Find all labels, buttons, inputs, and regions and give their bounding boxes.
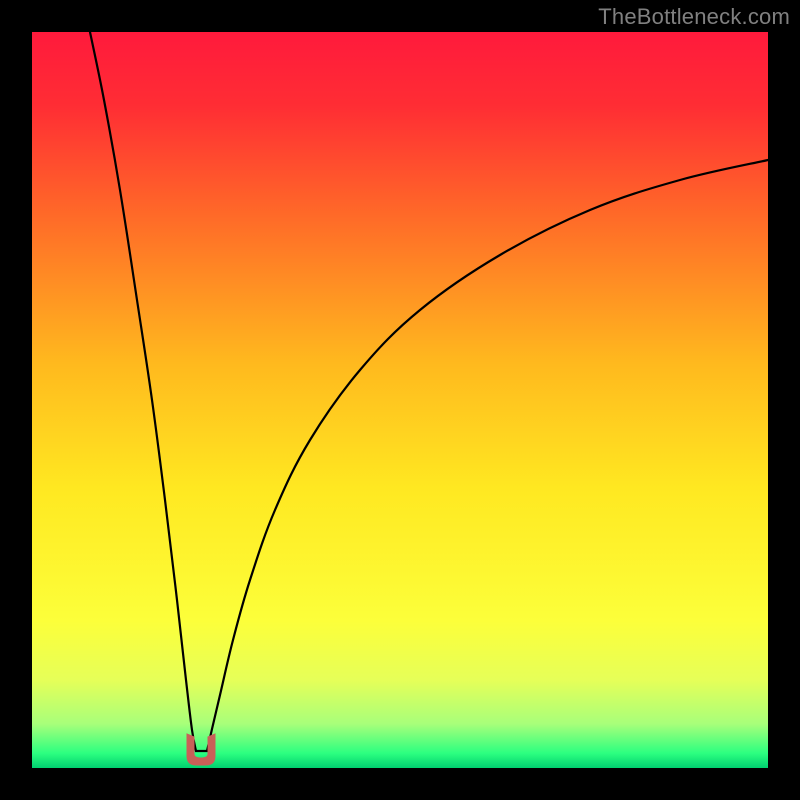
- chart-container: TheBottleneck.com: [0, 0, 800, 800]
- watermark-text: TheBottleneck.com: [598, 4, 790, 30]
- bottleneck-chart: [0, 0, 800, 800]
- plot-area: [32, 32, 768, 768]
